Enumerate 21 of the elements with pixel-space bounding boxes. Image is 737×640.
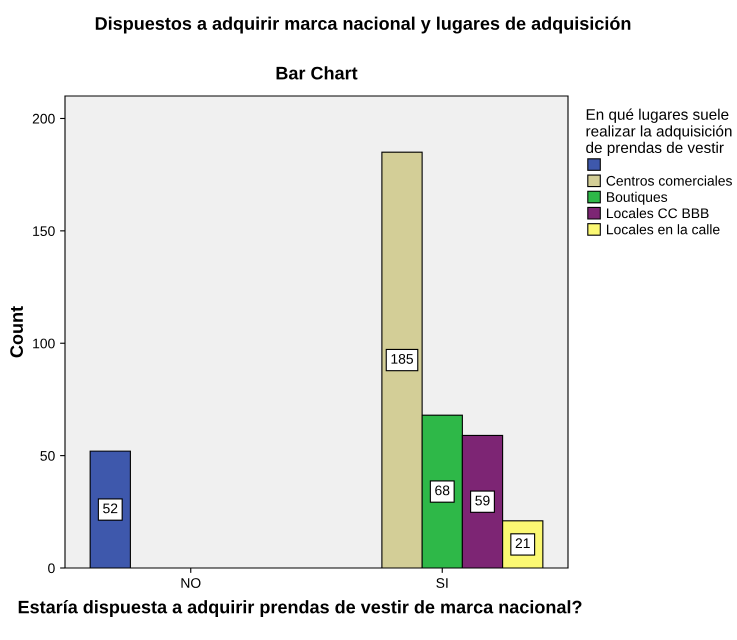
data-label: 21 bbox=[516, 538, 530, 548]
legend-title: En qué lugares suele realizar la adquisición de prendas de vestir bbox=[586, 108, 732, 156]
x-tick-label: SI bbox=[436, 578, 448, 588]
data-label: 185 bbox=[391, 354, 414, 364]
legend-label: Locales en la calle bbox=[606, 224, 720, 234]
x-tick-label: NO bbox=[181, 578, 200, 588]
data-label: 68 bbox=[435, 485, 450, 496]
y-axis-title: Count bbox=[10, 306, 23, 358]
y-tick-label: 200 bbox=[32, 114, 55, 124]
data-label: 52 bbox=[103, 503, 118, 514]
data-label: 59 bbox=[475, 496, 490, 506]
legend-label: Locales CC BBB bbox=[606, 208, 709, 218]
y-tick-label: 150 bbox=[33, 226, 55, 236]
chart-title: Dispuestos a adquirir marca nacional y lugares de adquisición bbox=[96, 16, 630, 34]
legend-label: Boutiques bbox=[606, 192, 668, 205]
x-axis-title: Estaría dispuesta a adquirir prendas de vestir de marca nacional? bbox=[18, 600, 582, 617]
y-tick-label: 50 bbox=[40, 450, 55, 461]
y-tick-label: 100 bbox=[33, 338, 55, 348]
chart-subtitle: Bar Chart bbox=[276, 66, 358, 80]
legend-label: Centros comerciales bbox=[606, 176, 732, 186]
y-tick-label: 0 bbox=[48, 563, 55, 574]
